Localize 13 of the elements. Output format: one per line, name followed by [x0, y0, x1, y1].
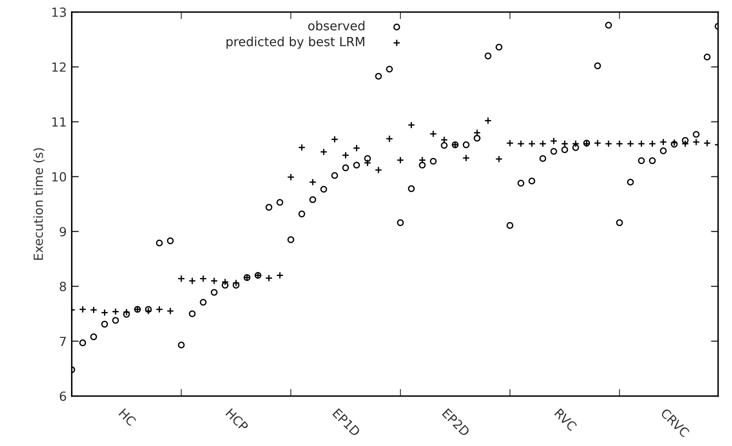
y-tick-label: 10 — [52, 172, 66, 182]
y-axis-title: Execution time (s) — [33, 148, 44, 260]
y-tick-label: 8 — [60, 282, 66, 292]
legend-label: observed — [308, 20, 364, 30]
y-tick-label: 7 — [60, 336, 66, 346]
x-tick-label: HCP — [225, 408, 249, 432]
x-tick-label: HC — [118, 408, 137, 426]
y-tick-label: 13 — [52, 8, 66, 17]
y-tick-label: 6 — [60, 392, 66, 401]
y-tick-label: 11 — [52, 117, 66, 127]
legend-label: predicted by best LRM — [226, 36, 364, 49]
y-tick-label: 9 — [60, 226, 66, 236]
y-tick-label: 12 — [52, 62, 66, 72]
